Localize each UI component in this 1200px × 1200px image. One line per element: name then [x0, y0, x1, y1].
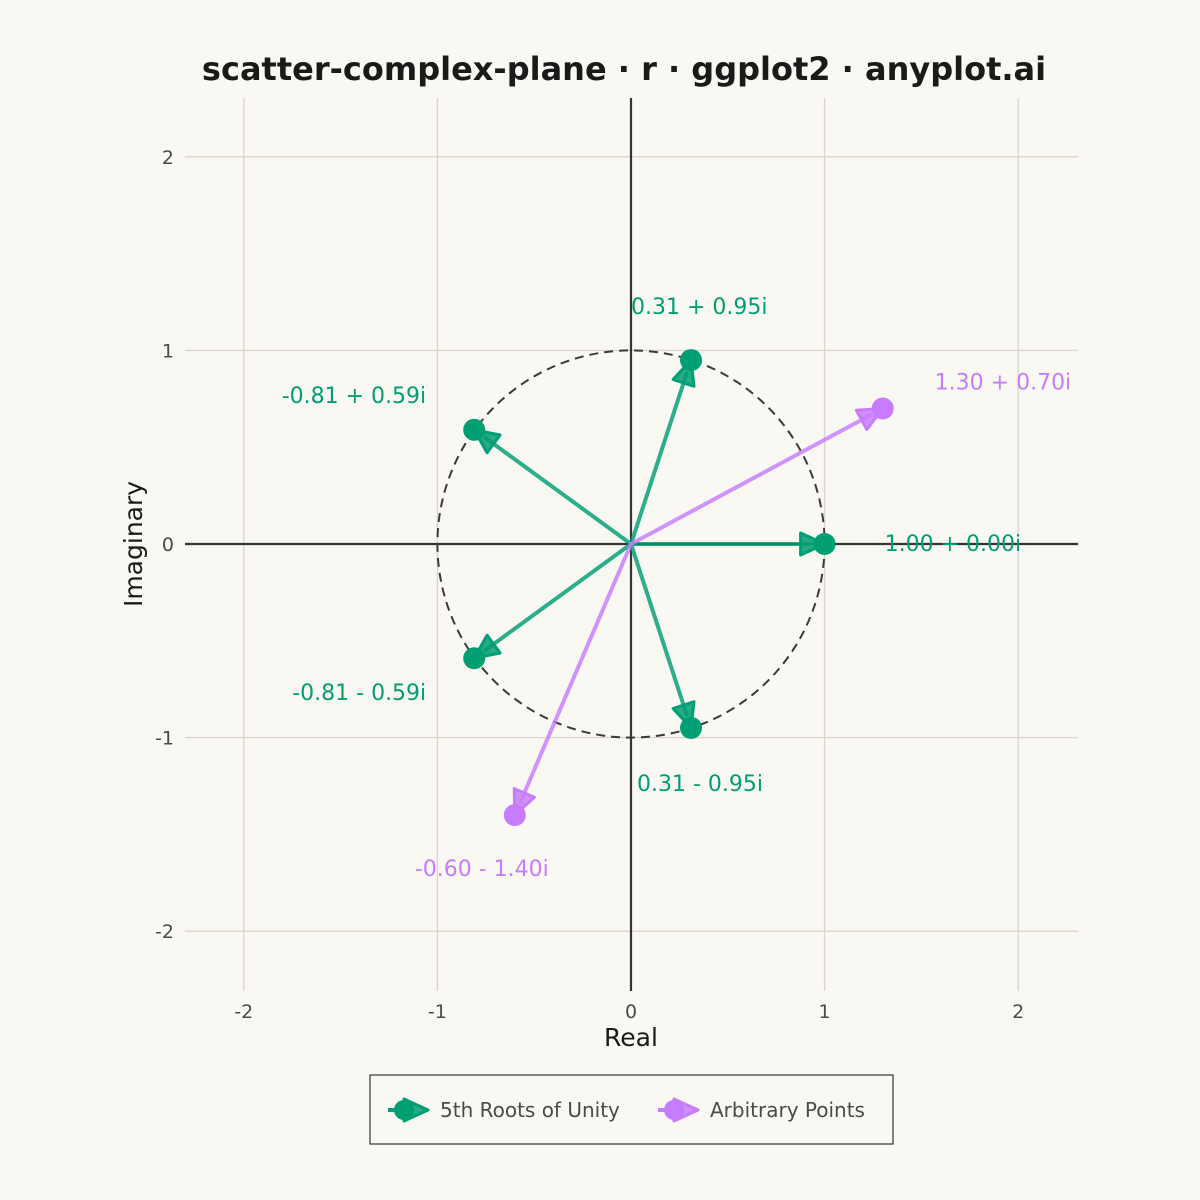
root-value-label: 0.31 + 0.95i: [631, 295, 768, 320]
root-vector-line: [483, 542, 633, 652]
root-vector: 0.31 + 0.95i: [629, 295, 768, 546]
root-vector-line: [629, 542, 689, 717]
arbitrary-value-label: 1.30 + 0.70i: [935, 370, 1072, 395]
arbitrary-value-label: -0.60 - 1.40i: [415, 857, 549, 882]
y-tick-label: -1: [155, 728, 174, 750]
arbitrary-point: [503, 804, 526, 827]
x-tick-label: -2: [234, 1001, 253, 1023]
root-vector: 1.00 + 0.00i: [629, 531, 1022, 557]
tick-label-layer: -2 -1 0 1 2 -2 -1 0 1 2: [155, 147, 1024, 1023]
root-vector-line: [483, 436, 633, 546]
root-arrowhead: [799, 531, 827, 557]
root-value-label: 0.31 - 0.95i: [637, 772, 763, 797]
root-value-label: 1.00 + 0.00i: [885, 532, 1022, 557]
y-tick-label: 1: [162, 340, 174, 362]
root-point: [680, 349, 703, 372]
root-vector: 0.31 - 0.95i: [629, 542, 763, 797]
x-tick-label: 0: [625, 1001, 637, 1023]
root-point: [813, 533, 836, 555]
legend-key-arbitrary: [658, 1097, 700, 1123]
root-value-label: -0.81 - 0.59i: [292, 681, 426, 706]
root-point: [463, 418, 486, 441]
x-tick-label: 1: [819, 1001, 831, 1023]
arbitrary-vector-line: [518, 542, 633, 805]
legend-keys: [388, 1097, 700, 1123]
x-tick-label: -1: [428, 1001, 447, 1023]
y-tick-label: 2: [162, 147, 174, 169]
legend: 5th Roots of Unity Arbitrary Points: [369, 1074, 894, 1145]
arbitrary-vector-line: [629, 413, 873, 546]
x-axis-label: Real: [604, 1023, 658, 1052]
root-vector-line: [629, 371, 689, 546]
plot-layer: 1.00 + 0.00i 0.31 + 0.95i -0.81 + 0.59i -0.…: [282, 295, 1071, 882]
root-vector: -0.81 - 0.59i: [292, 542, 633, 706]
legend-label-roots: 5th Roots of Unity: [440, 1098, 620, 1122]
chart-title: scatter-complex-plane · r · ggplot2 · an…: [202, 50, 1046, 88]
arbitrary-point: [871, 397, 894, 420]
root-vector: -0.81 + 0.59i: [282, 384, 633, 546]
root-point: [680, 716, 703, 739]
y-axis-label: Imaginary: [119, 481, 148, 607]
root-point: [463, 647, 486, 670]
legend-box: [369, 1074, 894, 1145]
arbitrary-vector: -0.60 - 1.40i: [415, 542, 633, 882]
x-tick-label: 2: [1012, 1001, 1024, 1023]
y-tick-label: -2: [155, 921, 174, 943]
y-tick-label: 0: [162, 534, 174, 556]
root-value-label: -0.81 + 0.59i: [282, 384, 426, 409]
legend-label-arbitrary: Arbitrary Points: [710, 1098, 865, 1122]
legend-key-roots: [388, 1097, 430, 1123]
legend-key-roots-point: [394, 1100, 414, 1120]
arbitrary-vector: 1.30 + 0.70i: [629, 370, 1072, 546]
legend-key-arbitrary-point: [664, 1100, 684, 1120]
